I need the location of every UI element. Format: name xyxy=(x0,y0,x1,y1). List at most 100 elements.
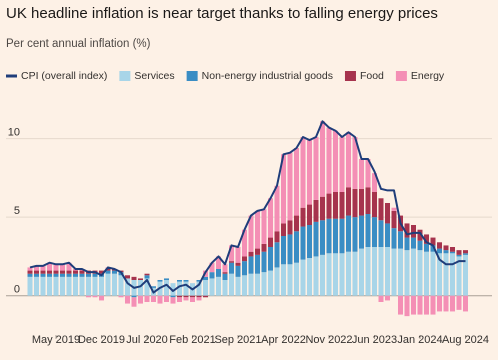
bar xyxy=(203,280,208,296)
bar xyxy=(47,270,52,274)
bar xyxy=(391,207,397,211)
bar xyxy=(294,215,299,232)
bar xyxy=(53,270,59,274)
bar xyxy=(60,264,65,271)
legend-swatch xyxy=(119,71,131,81)
bar xyxy=(190,295,195,298)
bar xyxy=(450,247,455,252)
bar xyxy=(47,262,52,271)
bar xyxy=(40,270,46,274)
legend-label: Food xyxy=(360,70,384,82)
y-tick-label: 10 xyxy=(8,126,20,138)
bar xyxy=(313,199,319,222)
bar xyxy=(170,297,176,304)
bar xyxy=(151,286,156,288)
bar xyxy=(417,229,423,241)
x-tick-label: Sep 2021 xyxy=(214,334,261,346)
bar xyxy=(365,214,371,247)
bar xyxy=(60,276,65,296)
bar xyxy=(463,253,468,255)
bar xyxy=(99,276,104,296)
bar xyxy=(385,203,390,224)
bar xyxy=(424,295,429,315)
bar xyxy=(287,152,293,221)
bar xyxy=(196,297,202,301)
bar xyxy=(411,225,416,238)
bar xyxy=(346,251,351,296)
bar xyxy=(365,159,371,188)
bar xyxy=(443,295,449,312)
bar xyxy=(443,253,449,296)
bar xyxy=(437,295,442,312)
bar xyxy=(79,270,85,274)
bar xyxy=(34,270,39,274)
bar xyxy=(255,248,260,255)
bar xyxy=(346,132,351,188)
bar xyxy=(300,207,306,227)
line xyxy=(29,120,466,294)
bar xyxy=(229,245,234,262)
bar xyxy=(378,220,384,247)
bar xyxy=(125,275,130,279)
bar xyxy=(66,276,72,296)
bar xyxy=(359,248,364,296)
bar xyxy=(365,247,371,296)
bar xyxy=(352,217,358,252)
bar xyxy=(47,276,52,296)
bar xyxy=(352,188,358,218)
bar xyxy=(430,237,436,246)
bar xyxy=(144,295,150,302)
bar xyxy=(359,215,364,249)
bar xyxy=(222,264,228,273)
bar xyxy=(320,220,325,255)
x-tick-label: Jul 2020 xyxy=(126,334,168,346)
bar xyxy=(372,173,377,192)
bar xyxy=(378,295,384,302)
bar xyxy=(27,270,33,274)
bar xyxy=(437,248,442,254)
bar xyxy=(177,281,182,296)
bar xyxy=(242,261,247,276)
bar xyxy=(242,229,247,257)
bar xyxy=(203,295,208,298)
bar xyxy=(125,295,130,304)
bar xyxy=(339,253,345,296)
bar xyxy=(164,280,169,296)
bar xyxy=(326,193,332,219)
bar xyxy=(34,276,39,296)
bar xyxy=(183,295,189,298)
bar xyxy=(398,231,403,249)
bar xyxy=(398,295,403,315)
bar xyxy=(60,273,65,277)
bar xyxy=(112,270,117,274)
bar xyxy=(138,280,143,296)
bar xyxy=(333,218,338,254)
bar xyxy=(456,256,462,296)
bar xyxy=(346,187,351,216)
bar xyxy=(424,234,429,244)
bar xyxy=(170,295,176,298)
x-tick-label: Aug 2024 xyxy=(442,334,489,346)
bar xyxy=(99,295,104,301)
bar xyxy=(346,215,351,252)
bar xyxy=(274,242,280,268)
legend-swatch xyxy=(395,71,407,81)
bar xyxy=(463,295,468,312)
bar xyxy=(196,281,202,296)
bar xyxy=(47,273,52,277)
bar xyxy=(287,234,293,265)
bar xyxy=(339,218,345,254)
bar xyxy=(105,269,111,271)
bar xyxy=(164,278,169,280)
bar xyxy=(424,251,429,296)
bar xyxy=(209,272,215,279)
bar xyxy=(307,258,312,296)
bar xyxy=(203,276,208,280)
bar xyxy=(320,121,325,197)
bar xyxy=(40,276,46,296)
bar xyxy=(398,248,403,296)
bar xyxy=(66,262,72,271)
bar xyxy=(66,273,72,277)
x-tick-label: Feb 2021 xyxy=(169,334,215,346)
bar xyxy=(417,295,423,315)
